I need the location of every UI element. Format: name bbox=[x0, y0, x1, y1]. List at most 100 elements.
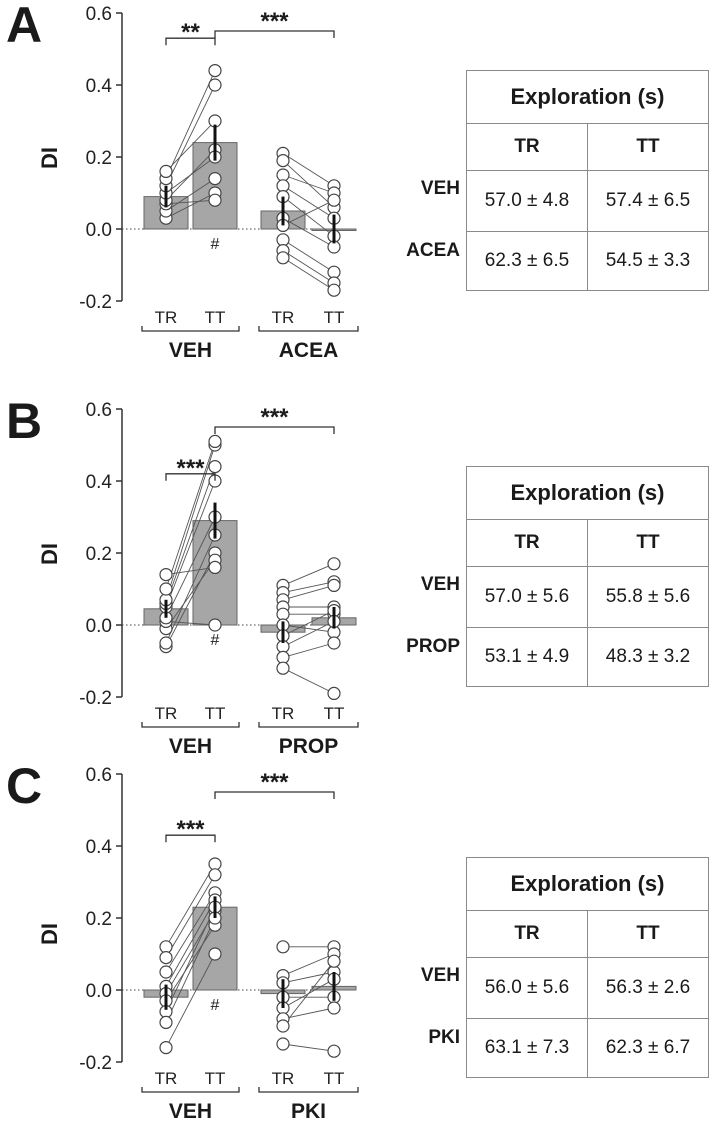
panel-b: 0.6 0.4 0.2 0.0 -0.2 TR TT TR TT VEH PROP *** *** # B… bbox=[0, 396, 709, 776]
y-tick-label: 0.2 bbox=[86, 148, 112, 169]
data-point bbox=[327, 193, 341, 207]
x-tick-label: TT bbox=[205, 1069, 226, 1088]
data-point bbox=[208, 434, 222, 449]
table-cell: 57.4 ± 6.5 bbox=[586, 170, 709, 232]
pair-line bbox=[165, 516, 216, 618]
group-bracket bbox=[141, 1087, 240, 1093]
sig-bracket-outer bbox=[214, 30, 335, 38]
pair-line bbox=[282, 153, 335, 187]
group-label: VEH bbox=[169, 1100, 212, 1123]
group-label: PROP bbox=[279, 735, 339, 758]
data-point bbox=[327, 578, 341, 592]
pair-line bbox=[165, 559, 216, 629]
data-point bbox=[208, 560, 222, 574]
group-label: VEH bbox=[169, 339, 212, 362]
pair-line bbox=[165, 441, 216, 590]
table-cell: 48.3 ± 3.2 bbox=[586, 627, 709, 687]
data-point bbox=[159, 1015, 173, 1029]
data-point bbox=[208, 193, 222, 207]
table-cell: 62.3 ± 6.7 bbox=[586, 1018, 709, 1078]
x-tick-label: TT bbox=[324, 704, 345, 723]
panel-a: 0.6 0.4 0.2 0.0 -0.2 TR TT TR TT VEH ACEA ** *** # A … bbox=[0, 0, 709, 380]
group-label: VEH bbox=[169, 735, 212, 758]
table-header-tt: TT bbox=[586, 123, 709, 171]
panel-letter: C bbox=[6, 758, 43, 814]
group-label: ACEA bbox=[279, 339, 339, 362]
pair-line bbox=[165, 899, 216, 987]
pair-line bbox=[282, 250, 335, 284]
table-cell: 56.3 ± 2.6 bbox=[586, 957, 709, 1019]
sig-bracket-inner bbox=[165, 37, 216, 46]
data-point bbox=[327, 636, 341, 650]
data-point bbox=[208, 618, 222, 632]
sig-label-outer: *** bbox=[260, 769, 289, 796]
y-tick-label: 0.6 bbox=[86, 765, 112, 786]
group-bracket bbox=[141, 326, 240, 332]
sig-label-inner: ** bbox=[181, 19, 200, 46]
hash-mark: # bbox=[211, 236, 220, 253]
table-cell: 55.8 ± 5.6 bbox=[586, 566, 709, 628]
pair-line bbox=[282, 960, 335, 1027]
sig-label-outer: *** bbox=[260, 404, 289, 431]
data-point bbox=[208, 172, 222, 186]
data-point bbox=[276, 179, 290, 193]
data-point bbox=[276, 168, 290, 182]
table-cell: 54.5 ± 3.3 bbox=[586, 231, 709, 291]
pair-line bbox=[282, 624, 335, 633]
data-point bbox=[208, 63, 222, 78]
pair-line bbox=[165, 620, 216, 626]
data-point bbox=[208, 459, 222, 474]
data-point bbox=[276, 1037, 290, 1051]
pair-line bbox=[165, 156, 216, 194]
group-bracket bbox=[258, 722, 359, 728]
pair-line bbox=[282, 642, 335, 658]
y-axis-label: DI bbox=[37, 147, 62, 169]
pair-line bbox=[165, 70, 216, 179]
pair-line bbox=[282, 196, 335, 237]
table-title: Exploration (s) bbox=[466, 70, 709, 124]
data-point bbox=[276, 154, 290, 168]
x-tick-label: TR bbox=[272, 308, 295, 327]
pair-line bbox=[282, 257, 335, 291]
table-cell: 57.0 ± 5.6 bbox=[466, 566, 588, 628]
pair-line bbox=[282, 563, 335, 586]
pair-line bbox=[282, 1043, 335, 1052]
sig-label-inner: *** bbox=[176, 455, 205, 482]
pair-line bbox=[165, 917, 216, 1023]
pair-line bbox=[282, 239, 335, 273]
hash-mark: # bbox=[211, 632, 220, 649]
pair-line bbox=[165, 892, 216, 973]
pair-line bbox=[282, 667, 335, 694]
data-point bbox=[159, 636, 173, 650]
table-header-tr: TR bbox=[466, 519, 588, 567]
pair-line bbox=[282, 1007, 335, 1020]
table-title: Exploration (s) bbox=[466, 857, 709, 911]
y-tick-label: 0.0 bbox=[86, 220, 112, 241]
table-header-tr: TR bbox=[466, 123, 588, 171]
group-bracket bbox=[258, 1087, 359, 1093]
table-cell: 57.0 ± 4.8 bbox=[466, 170, 588, 232]
sig-bracket-inner bbox=[165, 473, 216, 481]
y-tick-label: 0.4 bbox=[86, 837, 113, 858]
data-point bbox=[276, 1019, 290, 1033]
table-row-label: PKI bbox=[428, 1027, 460, 1048]
pair-line bbox=[165, 534, 216, 644]
pair-line bbox=[282, 620, 335, 648]
data-point bbox=[276, 233, 290, 247]
pair-line bbox=[282, 199, 335, 226]
pair-line bbox=[165, 444, 216, 600]
group-bracket bbox=[258, 326, 359, 332]
pair-line bbox=[165, 566, 216, 576]
chart-b: 0.6 0.4 0.2 0.0 -0.2 TR TT TR TT VEH PROP *** *** # bbox=[79, 400, 359, 758]
y-tick-label: 0.6 bbox=[86, 400, 112, 421]
pair-line bbox=[165, 178, 216, 212]
hash-mark: # bbox=[211, 997, 220, 1014]
x-tick-label: TR bbox=[155, 704, 178, 723]
pair-line bbox=[165, 907, 216, 1012]
data-point bbox=[327, 283, 341, 297]
x-tick-label: TR bbox=[155, 1069, 178, 1088]
pair-line bbox=[165, 199, 216, 205]
y-axis-label: DI bbox=[37, 923, 62, 945]
pair-line bbox=[165, 84, 216, 186]
y-tick-label: 0.2 bbox=[86, 909, 112, 930]
